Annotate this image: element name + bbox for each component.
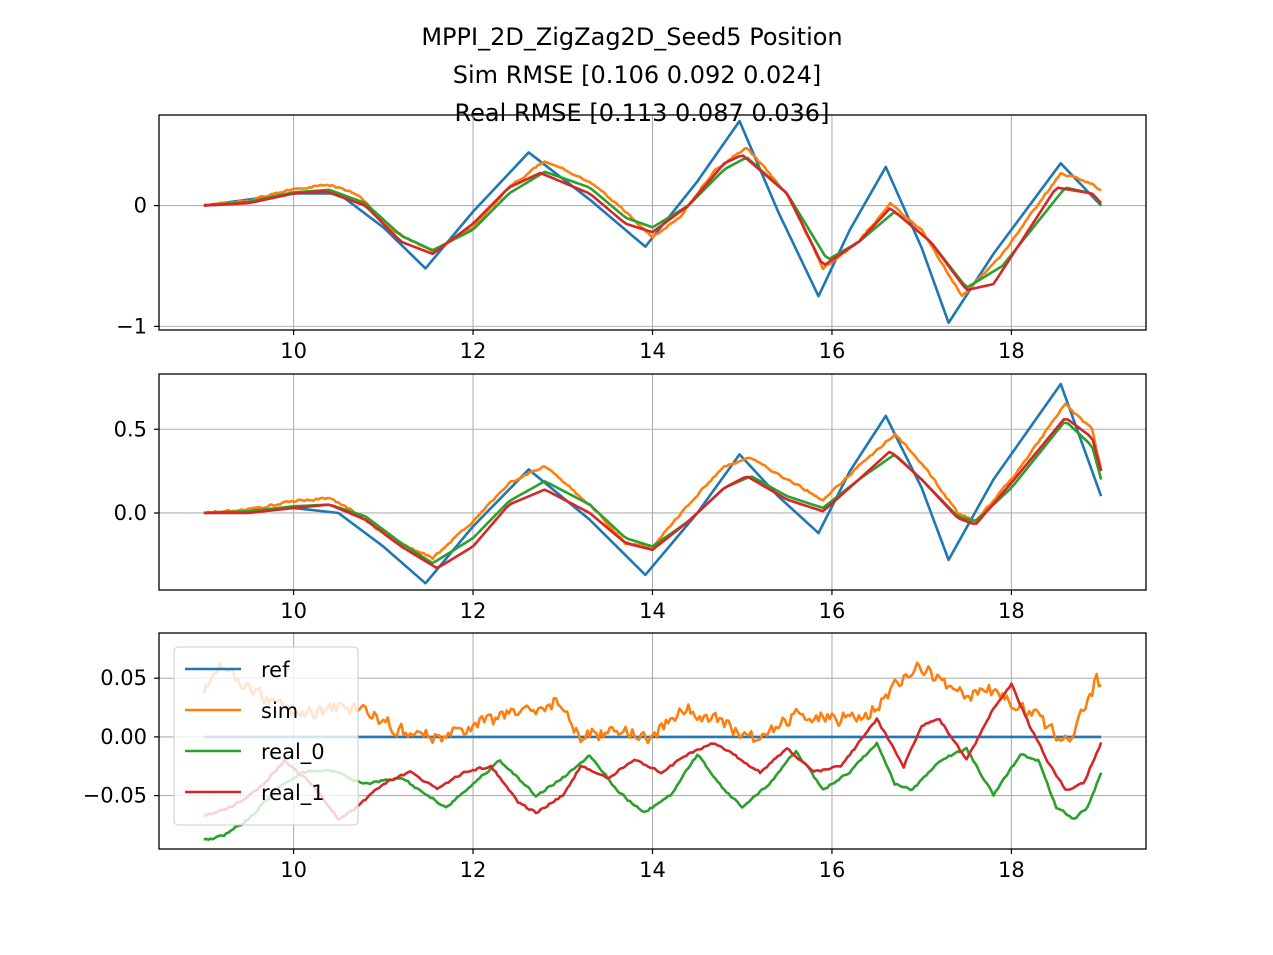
subplot-1: 10 12 14 16 18 0 −1 [116, 114, 1147, 363]
legend-label-real_1: real_1 [261, 781, 325, 806]
x-tick-label: 12 [460, 858, 487, 882]
series-line-real_1 [203, 418, 1103, 570]
grid [159, 374, 1146, 590]
x-tick-label: 16 [819, 599, 846, 623]
y-tick-label: 0.0 [114, 501, 147, 525]
x-tick-label: 12 [460, 599, 487, 623]
subplot-3: 10 12 14 16 18 0.05 0.00 −0.05 ref sim real_0 real_… [83, 632, 1147, 882]
y-tick-label: −1 [116, 314, 147, 338]
axes-layer: 10 12 14 16 18 0 −1 10 12 14 16 18 0.5 0.0 10 12 14 16 18 0… [83, 114, 1147, 882]
y-tick-label: 0.00 [100, 725, 147, 749]
legend-label-ref: ref [261, 658, 290, 682]
series-line-real_1 [203, 154, 1103, 292]
x-tick-label: 14 [639, 599, 666, 623]
y-tick-label: 0.05 [100, 666, 147, 690]
legend-box [173, 646, 359, 826]
legend-label-real_0: real_0 [261, 740, 325, 765]
y-tick-label: 0 [134, 194, 147, 218]
x-tick-label: 18 [998, 339, 1025, 363]
series-group [203, 119, 1103, 325]
legend-label-sim: sim [261, 699, 298, 723]
y-tick-label: 0.5 [114, 417, 147, 441]
x-tick-label: 10 [280, 599, 307, 623]
series-line-sim [203, 146, 1102, 298]
x-tick-label: 18 [998, 858, 1025, 882]
figure-title-line-2: Sim RMSE [0.106 0.092 0.024] [453, 61, 821, 89]
x-tick-label: 10 [280, 339, 307, 363]
legend: ref sim real_0 real_1 [173, 646, 359, 826]
subplot-2: 10 12 14 16 18 0.5 0.0 [114, 373, 1147, 623]
x-tick-label: 16 [819, 339, 846, 363]
series-line-ref [203, 119, 1103, 325]
series-line-ref [203, 382, 1103, 585]
x-tick-label: 14 [639, 858, 666, 882]
x-tick-label: 18 [998, 599, 1025, 623]
y-tick-label: −0.05 [83, 784, 147, 808]
figure-title-line-3: Real RMSE [0.113 0.087 0.036] [455, 99, 830, 127]
x-tick-label: 16 [819, 858, 846, 882]
x-tick-label: 14 [639, 339, 666, 363]
x-tick-label: 12 [460, 339, 487, 363]
series-group [203, 382, 1103, 585]
x-tick-label: 10 [280, 858, 307, 882]
figure-title-line-1: MPPI_2D_ZigZag2D_Seed5 Position [421, 23, 842, 51]
